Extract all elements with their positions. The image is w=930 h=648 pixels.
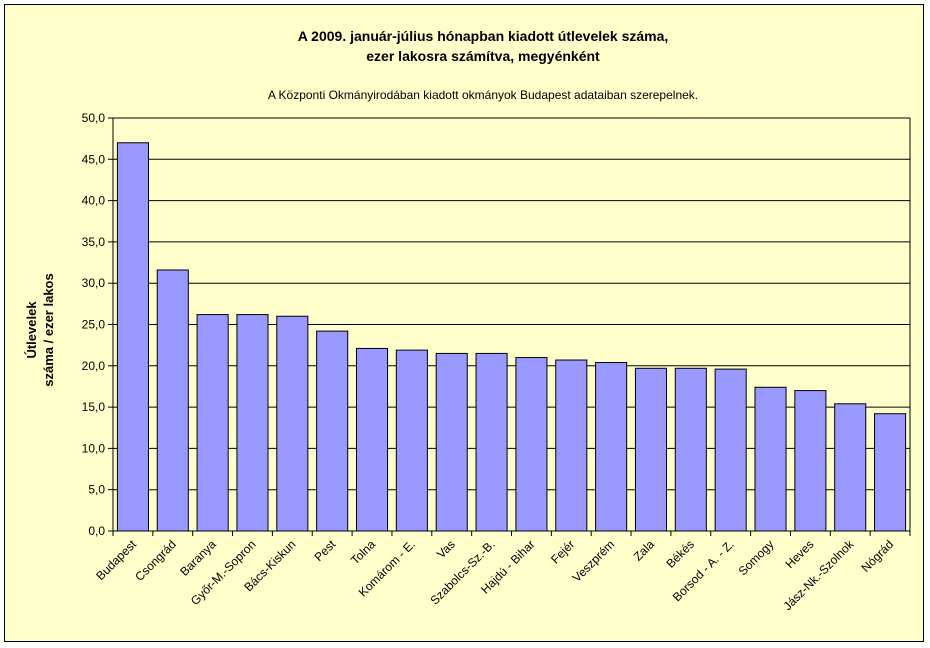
y-tick-label: 10,0 bbox=[82, 441, 106, 455]
x-category-label: Csongrád bbox=[132, 537, 179, 584]
y-tick-label: 50,0 bbox=[82, 111, 106, 125]
bars bbox=[116, 142, 907, 532]
x-category-label: Vas bbox=[434, 537, 458, 561]
bar bbox=[236, 314, 269, 532]
bar bbox=[316, 330, 349, 532]
y-tick-labels: 0,0 5,0 10,0 15,0 20,0 25,0 30,0 35,0 40,0 45,0 50… bbox=[82, 111, 106, 538]
bar bbox=[754, 386, 787, 532]
chart-title-line-1: A 2009. január-július hónapban kiadott ú… bbox=[298, 28, 669, 44]
bar bbox=[156, 269, 189, 532]
x-category-label: Tolna bbox=[348, 537, 378, 567]
y-tick-label: 20,0 bbox=[82, 359, 106, 373]
x-category-label: Nógrád bbox=[858, 537, 896, 575]
bar bbox=[196, 314, 229, 532]
y-axis-label-line-2: száma / ezer lakos bbox=[41, 273, 56, 386]
y-axis-label-line-1: Útlevelek bbox=[24, 301, 39, 359]
bar bbox=[674, 367, 707, 532]
bar bbox=[634, 367, 668, 532]
bar bbox=[874, 413, 907, 532]
bar bbox=[515, 357, 548, 532]
x-category-label: Zala bbox=[631, 537, 658, 564]
bar bbox=[475, 352, 508, 532]
y-tick-label: 30,0 bbox=[82, 276, 106, 290]
x-category-label: Fejér bbox=[548, 537, 577, 566]
x-category-label: Békés bbox=[663, 537, 696, 570]
y-tick-label: 15,0 bbox=[82, 400, 106, 414]
y-tick-label: 40,0 bbox=[82, 194, 106, 208]
x-category-label: Veszprém bbox=[570, 537, 618, 585]
bar bbox=[395, 349, 428, 532]
x-category-label: Jász-Nk.-Szolnok bbox=[780, 537, 857, 614]
x-category-label: Heves bbox=[783, 537, 817, 571]
chart-title-line-2: ezer lakosra számítva, megyénként bbox=[366, 48, 600, 64]
y-tick-label: 0,0 bbox=[88, 524, 105, 538]
y-tick-label: 35,0 bbox=[82, 235, 106, 249]
axes bbox=[108, 117, 911, 536]
bar bbox=[276, 315, 309, 532]
bar bbox=[116, 142, 149, 532]
y-tick-label: 45,0 bbox=[82, 152, 106, 166]
x-category-label: Budapest bbox=[93, 537, 139, 583]
x-category-labels: BudapestCsongrádBaranyaGyőr-M.-SopronBác… bbox=[93, 537, 896, 614]
bar bbox=[355, 347, 389, 532]
bar bbox=[555, 359, 588, 532]
chart-subtitle: A Központi Okmányirodában kiadott okmány… bbox=[268, 88, 698, 102]
bar bbox=[834, 403, 867, 532]
x-category-label: Somogy bbox=[736, 537, 777, 578]
bar bbox=[714, 368, 747, 532]
y-tick-label: 25,0 bbox=[82, 318, 106, 332]
x-category-label: Pest bbox=[311, 537, 338, 564]
bar bbox=[595, 361, 628, 532]
y-tick-label: 5,0 bbox=[88, 483, 105, 497]
bar bbox=[435, 352, 468, 532]
bar bbox=[794, 390, 827, 532]
